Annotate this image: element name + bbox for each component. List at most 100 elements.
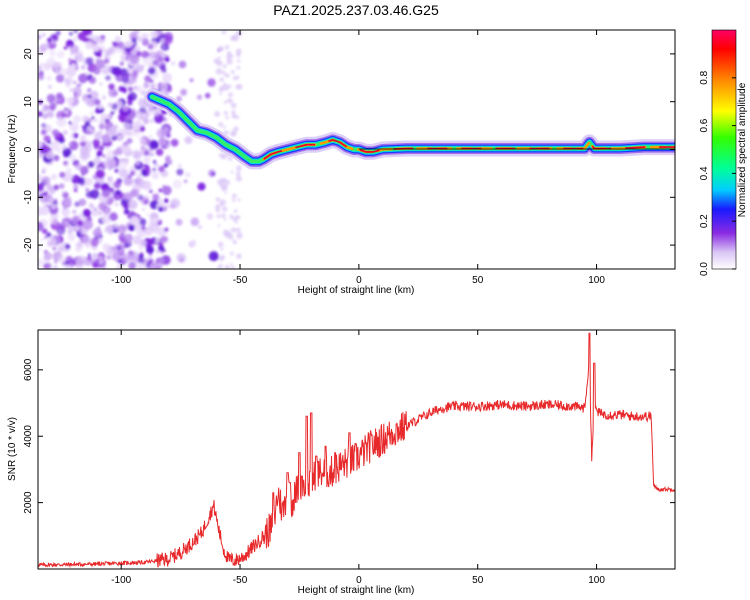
noise-blob	[88, 34, 94, 40]
noise-blob	[218, 122, 224, 127]
noise-blob	[197, 182, 206, 191]
noise-blob	[124, 208, 130, 214]
noise-blob	[152, 193, 160, 201]
noise-blob	[170, 198, 181, 209]
noise-blob	[180, 88, 188, 96]
noise-blob	[63, 46, 68, 50]
noise-blob	[141, 207, 146, 212]
noise-blob	[170, 138, 179, 147]
noise-blob	[111, 252, 121, 262]
noise-blob	[140, 239, 147, 247]
noise-blob	[46, 237, 57, 248]
noise-blob	[106, 60, 110, 64]
noise-blob	[41, 166, 47, 173]
noise-blob	[48, 85, 52, 89]
noise-blob	[236, 53, 241, 57]
noise-blob	[144, 75, 152, 83]
snr-panel: -100 -50 0 50 100 2000 4000 6000 Height of str…	[7, 329, 676, 596]
noise-blob	[92, 174, 98, 180]
noise-blob	[158, 137, 167, 146]
noise-blob	[232, 239, 238, 245]
noise-blob	[50, 192, 54, 196]
noise-blob	[152, 167, 157, 172]
noise-blob	[141, 38, 150, 46]
snr-series-line	[38, 332, 675, 569]
noise-blob	[89, 90, 99, 100]
noise-blob	[217, 224, 221, 227]
noise-blob	[149, 118, 154, 124]
noise-blob	[177, 163, 183, 169]
noise-blob	[89, 110, 95, 116]
noise-blob	[139, 138, 147, 146]
noise-blob	[237, 198, 241, 202]
noise-blob	[230, 170, 234, 174]
noise-blob	[158, 242, 164, 248]
noise-blob	[228, 92, 233, 98]
noise-blob	[117, 128, 124, 135]
noise-blob	[130, 188, 140, 198]
noise-blob	[47, 140, 51, 144]
noise-blob	[130, 215, 140, 226]
noise-blob	[75, 163, 83, 171]
noise-blob	[237, 59, 241, 63]
noise-blob	[93, 263, 98, 267]
noise-blob	[217, 266, 221, 269]
noise-blob	[53, 64, 60, 70]
y-tick-label: 10	[23, 96, 34, 108]
noise-blob	[231, 113, 237, 119]
noise-blob	[163, 118, 168, 123]
noise-blob	[117, 160, 128, 170]
noise-blob	[88, 76, 97, 84]
noise-blob	[47, 111, 55, 119]
noise-blob	[225, 180, 231, 185]
noise-blob	[100, 34, 106, 40]
noise-blob	[38, 153, 44, 158]
spectrogram-y-ticks: -20 -10 0 10 20	[23, 48, 675, 252]
noise-blob	[93, 143, 100, 150]
noise-blob	[97, 103, 104, 110]
noise-blob	[179, 257, 184, 263]
noise-blob	[56, 92, 63, 100]
noise-blob	[85, 126, 94, 135]
noise-blob	[119, 61, 124, 66]
noise-blob	[171, 61, 176, 66]
noise-blob	[136, 172, 143, 180]
noise-blob	[233, 209, 238, 213]
noise-blob	[214, 111, 221, 117]
noise-blob	[87, 118, 93, 123]
noise-blob	[101, 189, 111, 198]
noise-blob	[74, 53, 84, 62]
noise-blob	[221, 70, 226, 75]
noise-blob	[178, 60, 187, 69]
noise-blob	[43, 43, 50, 49]
noise-blob	[97, 210, 103, 216]
noise-blob	[44, 235, 48, 240]
noise-blob	[236, 253, 242, 260]
noise-blob	[93, 182, 101, 190]
noise-blob	[107, 102, 113, 108]
noise-blob	[68, 58, 72, 62]
noise-blob	[190, 217, 200, 227]
colorbar: 0.0 0.2 0.4 0.6 0.8 Normalized spectral ampl…	[699, 29, 748, 276]
snr-y-ticks: 2000 4000 6000	[23, 358, 675, 514]
noise-blob	[111, 103, 118, 110]
noise-blob	[78, 83, 82, 87]
noise-blob	[38, 30, 41, 33]
noise-blob	[81, 65, 86, 70]
noise-blob	[124, 40, 132, 48]
noise-blob	[65, 244, 71, 250]
noise-blob	[156, 265, 161, 269]
noise-blob	[130, 126, 141, 137]
noise-blob	[229, 263, 233, 266]
noise-blob	[41, 228, 48, 234]
noise-blob	[46, 232, 52, 238]
noise-blob	[68, 153, 77, 162]
noise-blob	[225, 100, 228, 103]
noise-blob	[58, 136, 65, 144]
noise-blob	[65, 163, 70, 168]
noise-blob	[101, 95, 107, 100]
noise-blob	[148, 134, 153, 139]
noise-blob	[220, 247, 224, 251]
noise-blob	[98, 123, 105, 130]
noise-blob	[78, 73, 88, 84]
